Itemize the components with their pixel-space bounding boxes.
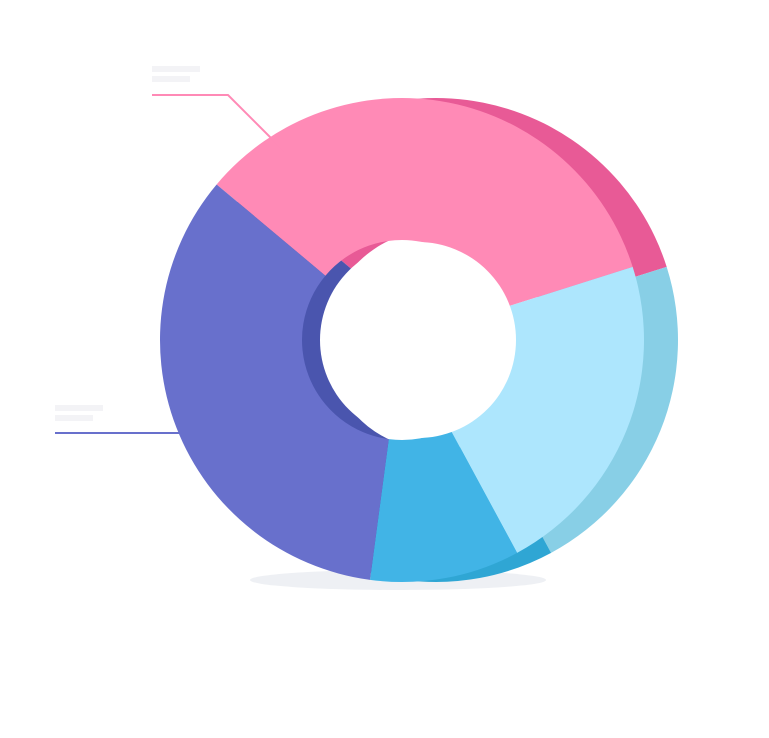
callout-line-0	[152, 94, 316, 183]
slice-3[interactable]	[160, 184, 389, 580]
callout-label-placeholder-0	[152, 76, 190, 82]
slice-tops	[160, 98, 644, 582]
callout-label-placeholder-0	[152, 66, 200, 72]
callout-label-placeholder-1	[55, 405, 103, 411]
slice-1[interactable]	[449, 266, 644, 553]
slice-0[interactable]	[216, 98, 633, 310]
slice-2[interactable]	[369, 427, 518, 582]
callouts	[55, 66, 316, 434]
callout-label-placeholder-1	[55, 415, 93, 421]
donut-hole	[320, 242, 516, 438]
